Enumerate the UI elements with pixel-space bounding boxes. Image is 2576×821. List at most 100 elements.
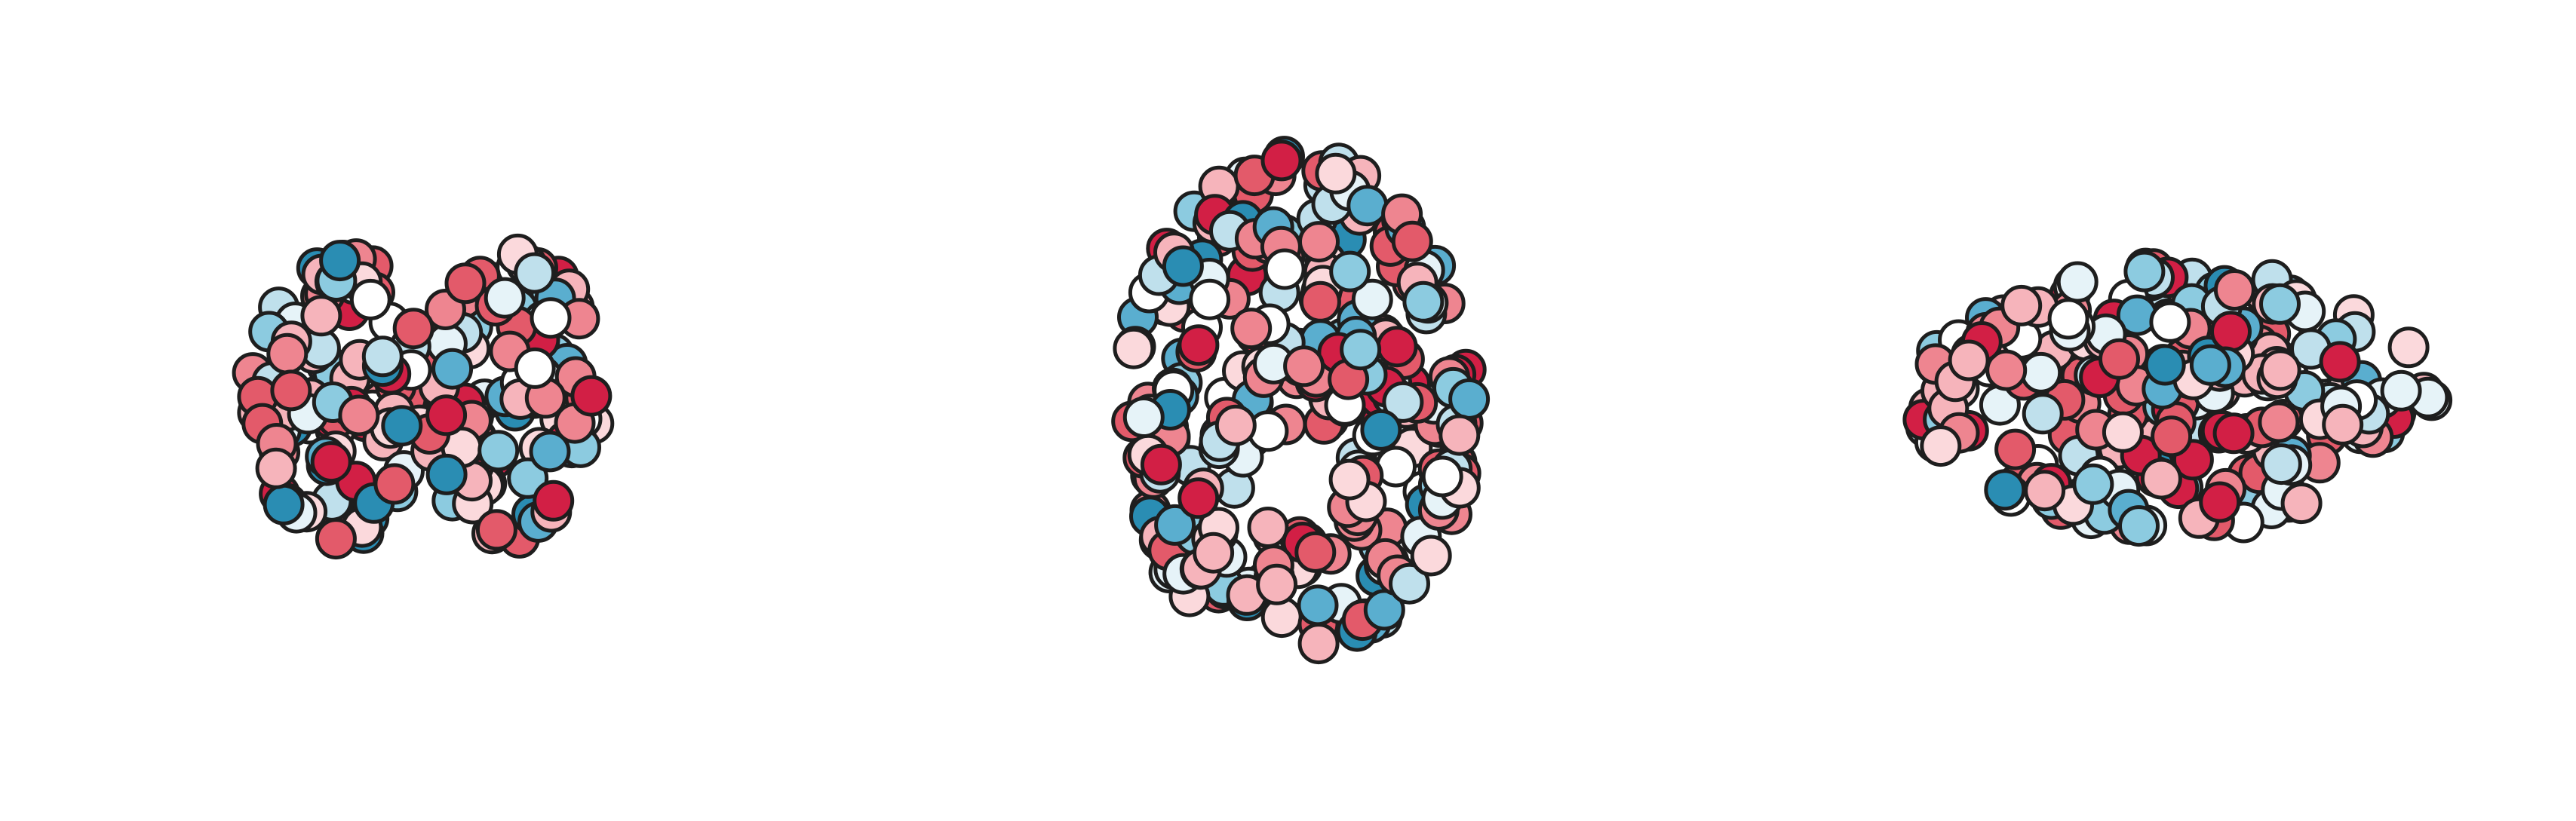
brain-node (2319, 341, 2361, 383)
brain-node (2022, 393, 2064, 435)
brain-node (507, 457, 549, 499)
brain-node (2387, 326, 2430, 369)
brain-node (2099, 338, 2140, 380)
brain-node (1299, 280, 1341, 323)
brain-node (1214, 404, 1257, 446)
brain-node (2072, 463, 2114, 505)
brain-node (1346, 185, 1389, 227)
brain-node (1283, 345, 1325, 388)
brain-node (270, 369, 312, 412)
brain-node (2056, 261, 2099, 303)
brain-node (2322, 403, 2364, 446)
brain-node (1315, 152, 1357, 195)
brain-node (514, 347, 556, 389)
brain-node (1410, 535, 1452, 577)
brain-node (255, 447, 297, 489)
brain-node (1263, 248, 1306, 290)
brain-node (310, 441, 352, 483)
brain-node (425, 453, 468, 495)
coronal-view (232, 233, 615, 560)
brain-node (2140, 458, 2182, 500)
brain-node (2212, 412, 2255, 455)
brain-node (1985, 349, 2028, 391)
brain-node (319, 240, 361, 282)
brain-node (425, 394, 468, 437)
brain-node (338, 394, 380, 437)
brain-node (263, 483, 305, 525)
brain-node (2102, 411, 2144, 453)
brain-node (349, 278, 391, 320)
brain-node (1113, 327, 1155, 369)
brain-node (392, 308, 434, 350)
brain-node (533, 479, 575, 522)
brain-node (2024, 470, 2066, 512)
brain-node (2000, 284, 2043, 326)
brain-node (1247, 507, 1289, 548)
brain-node (1984, 469, 2026, 511)
brain-node (570, 375, 613, 417)
brain-node (1351, 278, 1393, 320)
brain-node (484, 277, 526, 319)
brain-node (1360, 409, 1402, 451)
brain-node (266, 332, 309, 375)
brain-node (2199, 481, 2241, 523)
brain-node (1297, 584, 1339, 626)
brain-node (2189, 344, 2231, 386)
brain-node (1193, 532, 1235, 574)
brain-node (1294, 531, 1337, 573)
brain-node (2260, 443, 2302, 486)
brain-node (1140, 443, 1182, 486)
sagittal-view (1902, 247, 2453, 547)
brain-node (2259, 283, 2301, 325)
brain-node (530, 297, 572, 339)
brain-node (1189, 278, 1231, 320)
brain-node (1260, 139, 1303, 182)
brain-node (315, 518, 357, 560)
brain-node (2047, 298, 2089, 340)
brain-node (1438, 414, 1481, 456)
brain-node (529, 430, 571, 473)
brain-node (2144, 344, 2186, 386)
brain-node (1340, 329, 1382, 371)
brain-node (1389, 562, 1430, 605)
brain-node (1994, 428, 2037, 470)
brain-node (1376, 326, 1418, 368)
brain-node (381, 405, 423, 447)
brain-node (1177, 324, 1220, 366)
brain-node (2380, 369, 2422, 412)
brain-node (1122, 397, 1165, 438)
brain-node (2213, 269, 2255, 311)
brain-node (431, 348, 474, 390)
brain-node (514, 252, 556, 294)
brain-node (1177, 477, 1220, 519)
brain-node (1154, 504, 1196, 546)
brain-node (1329, 250, 1371, 293)
brain-node (2280, 482, 2323, 525)
brain-node (477, 430, 520, 472)
brain-node (361, 335, 404, 378)
brain-node (1920, 425, 1962, 467)
brain-node (1297, 623, 1340, 665)
brain-node (2149, 301, 2191, 343)
brain-node (475, 509, 517, 551)
brain-node (1391, 220, 1433, 262)
brain-node (2020, 351, 2062, 394)
brain-node (444, 262, 487, 305)
brain-node (1382, 381, 1424, 423)
axial-view (1111, 136, 1491, 665)
brain-node (2258, 401, 2300, 443)
brain-node (2151, 415, 2193, 458)
brain-node (2123, 250, 2166, 293)
brain-node (1230, 308, 1273, 350)
brain-node (300, 295, 342, 337)
brain-node (1948, 339, 1990, 381)
brain-node (1448, 378, 1491, 420)
brain-node (2259, 349, 2301, 391)
brain-node (1162, 245, 1204, 287)
brain-node (1256, 563, 1298, 605)
brain-node (1298, 221, 1340, 263)
brain-node (1402, 280, 1445, 323)
brain-node (2210, 311, 2252, 353)
